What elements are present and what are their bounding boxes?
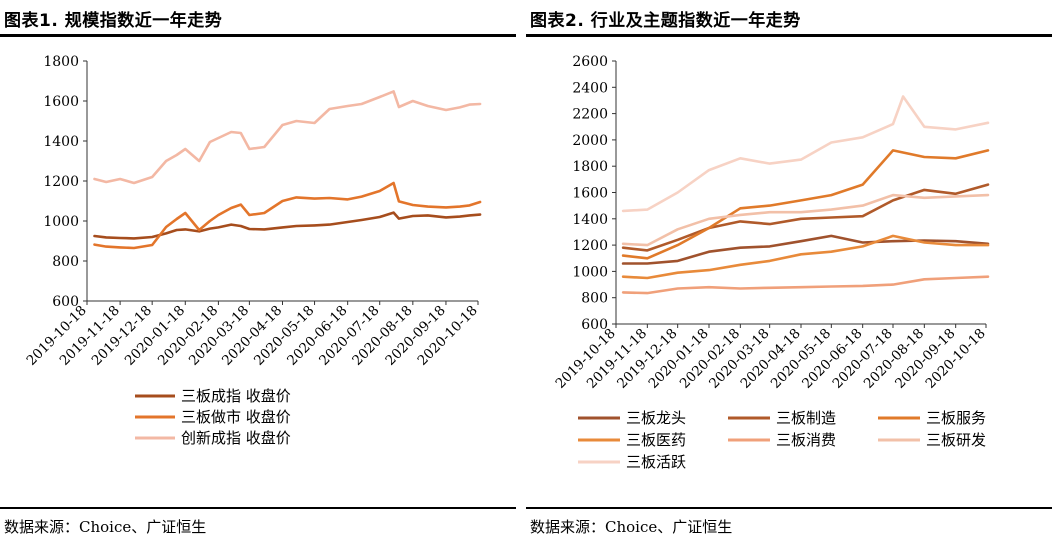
chart-title: 图表2. 行业及主题指数近一年走势 <box>530 11 801 31</box>
chart-panel-right: 图表2. 行业及主题指数近一年走势 600 800 1000 1200 1400 1600… <box>526 0 1052 541</box>
series-line <box>93 181 482 250</box>
y-tick-label: 600 <box>52 294 79 310</box>
y-tick-label: 2000 <box>572 133 608 149</box>
legend-label: 创新成指 收盘价 <box>181 429 291 447</box>
series-line <box>621 95 990 213</box>
series-line <box>621 234 990 265</box>
y-tick-label: 1200 <box>43 174 79 190</box>
y-tick-label: 1000 <box>43 214 79 230</box>
series-line <box>621 234 990 280</box>
legend-label: 三板成指 收盘价 <box>181 387 291 405</box>
y-tick-label: 600 <box>581 317 608 333</box>
source-divider <box>0 507 516 509</box>
series-line <box>621 183 990 252</box>
legend-label: 三板龙头 <box>626 409 686 427</box>
chart-svg: 600 800 1000 1200 1400 1600 1800 2000 2200 2400 26… <box>552 54 990 471</box>
legend-label: 三板做市 收盘价 <box>181 408 291 426</box>
y-tick-label: 1600 <box>572 186 608 202</box>
y-tick-label: 1000 <box>572 264 608 280</box>
y-tick-label: 2400 <box>572 80 608 96</box>
title-divider <box>0 34 516 37</box>
y-tick-label: 1400 <box>572 212 608 228</box>
source-note: 数据来源：Choice、广证恒生 <box>4 518 207 536</box>
y-tick-label: 1200 <box>572 238 608 254</box>
y-tick-label: 1400 <box>43 134 79 150</box>
title-divider <box>526 34 1052 37</box>
source-note: 数据来源：Choice、广证恒生 <box>530 518 733 536</box>
chart-panel-left: 图表1. 规模指数近一年走势 600 800 1000 1200 1400 1600 180… <box>0 0 516 541</box>
y-tick-label: 1600 <box>43 94 79 110</box>
chart-svg: 600800100012001400160018002019-10-182019… <box>23 54 482 447</box>
legend-label: 三板活跃 <box>626 453 686 471</box>
series-line <box>621 149 990 260</box>
y-tick-label: 2600 <box>572 54 608 70</box>
series-line <box>93 90 482 185</box>
y-tick-label: 800 <box>52 254 79 270</box>
y-tick-label: 1800 <box>43 54 79 70</box>
series-line <box>93 211 482 240</box>
source-divider <box>526 507 1052 509</box>
legend-label: 三板服务 <box>926 409 986 427</box>
y-tick-label: 800 <box>581 291 608 307</box>
legend-label: 三板医药 <box>626 431 686 449</box>
legend-label: 三板研发 <box>926 431 986 449</box>
y-tick-label: 2200 <box>572 107 608 123</box>
chart-title: 图表1. 规模指数近一年走势 <box>4 11 223 31</box>
series-line <box>621 193 990 247</box>
series-line <box>621 275 990 295</box>
legend-label: 三板制造 <box>776 409 836 427</box>
y-tick-label: 1800 <box>572 159 608 175</box>
legend-label: 三板消费 <box>776 431 836 449</box>
